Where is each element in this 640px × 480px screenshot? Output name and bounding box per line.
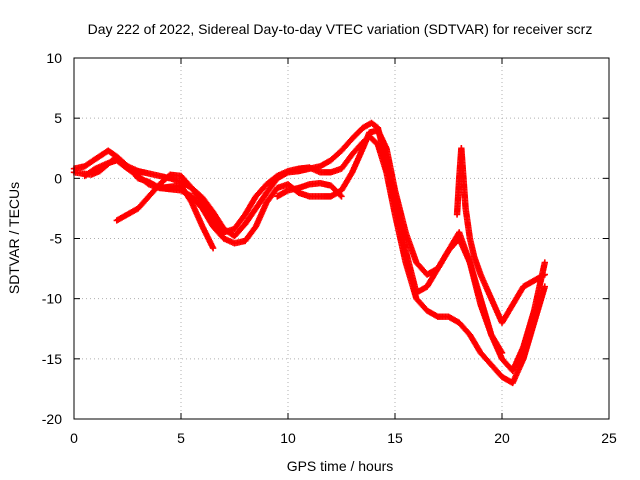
data-point-marker (338, 193, 345, 200)
data-point-marker (209, 244, 217, 252)
y-tick-label: -20 (42, 411, 62, 427)
x-tick-label: 5 (177, 430, 185, 446)
grid-lines (74, 58, 609, 419)
y-axis-label: SDTVAR / TECUs (6, 182, 22, 294)
tick-labels: 0 5 10 15 20 25 -20 -15 -10 -5 0 5 10 (42, 50, 617, 446)
x-tick-label: 25 (601, 430, 617, 446)
x-tick-label: 0 (70, 430, 78, 446)
y-tick-label: -5 (50, 231, 63, 247)
plot-frame (73, 57, 610, 420)
series-satellite-track-3 (113, 133, 548, 387)
data-point-marker (541, 283, 548, 290)
y-tick-label: 5 (54, 110, 62, 126)
y-tick-label: 10 (46, 50, 62, 66)
y-tick-label: -10 (42, 291, 62, 307)
series-satellite-track-4 (81, 157, 217, 252)
series-satellite-track-1 (70, 119, 548, 375)
y-tick-label: 0 (54, 170, 62, 186)
data-point-marker (498, 349, 506, 357)
x-tick-label: 15 (387, 430, 403, 446)
data-point-marker (541, 271, 548, 278)
series-satellite-track-6 (453, 145, 548, 326)
data-point-marker (337, 192, 344, 199)
series-satellite-track-2 (70, 127, 506, 357)
data-points (70, 119, 548, 387)
x-tick-label: 20 (494, 430, 510, 446)
series-satellite-track-5 (274, 179, 345, 200)
x-axis-label: GPS time / hours (287, 458, 394, 474)
x-tick-label: 10 (280, 430, 296, 446)
data-point-marker (541, 259, 548, 266)
chart-title: Day 222 of 2022, Sidereal Day-to-day VTE… (88, 21, 593, 37)
y-tick-label: -15 (42, 351, 62, 367)
